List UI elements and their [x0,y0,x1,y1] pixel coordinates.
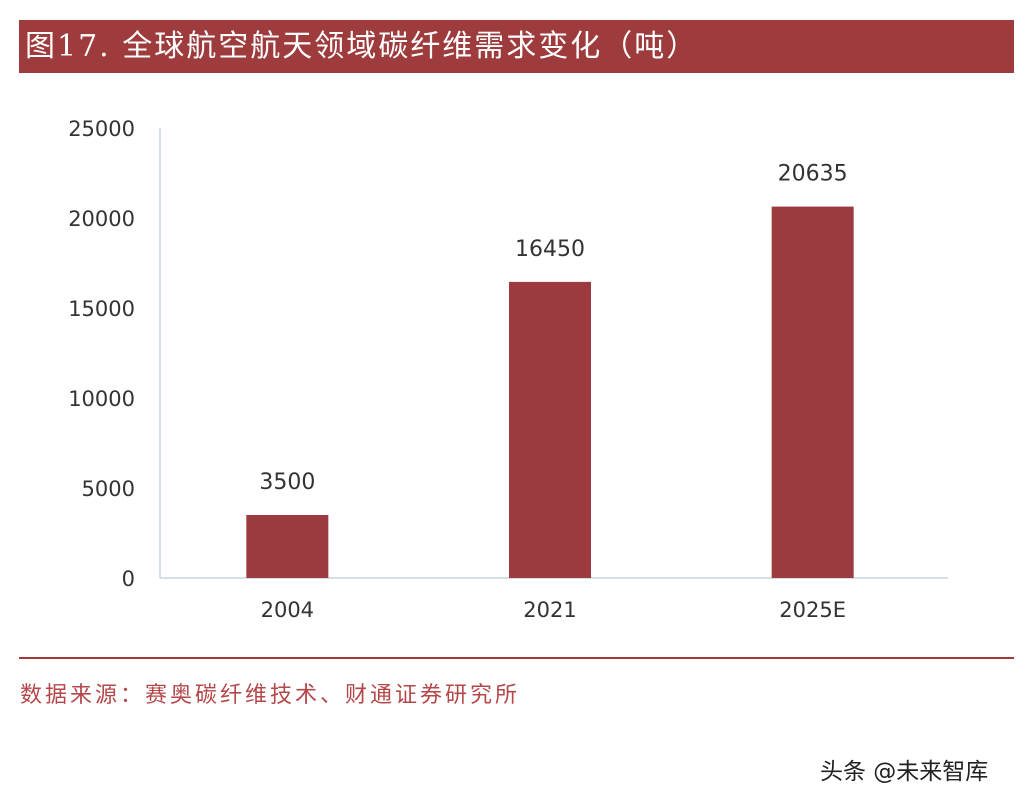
bar-2004 [246,515,329,578]
watermark: 头条 @未来智库 [820,759,989,785]
x-tick-label: 2004 [261,598,314,622]
data-label: 16450 [515,237,585,262]
data-label: 20635 [778,162,848,187]
x-tick-label: 2021 [523,598,576,622]
chart-title: 图17. 全球航空航天领域碳纤维需求变化（吨） [19,20,1014,73]
bar-2025E [771,206,854,578]
x-tick-label: 2025E [779,598,846,622]
bar-chart: 0 5000 10000 15000 20000 25000 3500 2004 16450 20… [68,117,948,622]
y-tick-label: 5000 [82,477,135,501]
divider [19,657,1014,659]
source-note: 数据来源：赛奥碳纤维技术、财通证券研究所 [20,683,521,708]
y-tick-label: 15000 [68,297,135,321]
bar-2021 [509,281,591,578]
y-tick-label: 10000 [68,387,135,411]
data-label: 3500 [259,470,315,495]
y-tick-label: 20000 [68,207,135,231]
y-tick-label: 0 [122,567,135,591]
y-tick-label: 25000 [68,117,135,141]
